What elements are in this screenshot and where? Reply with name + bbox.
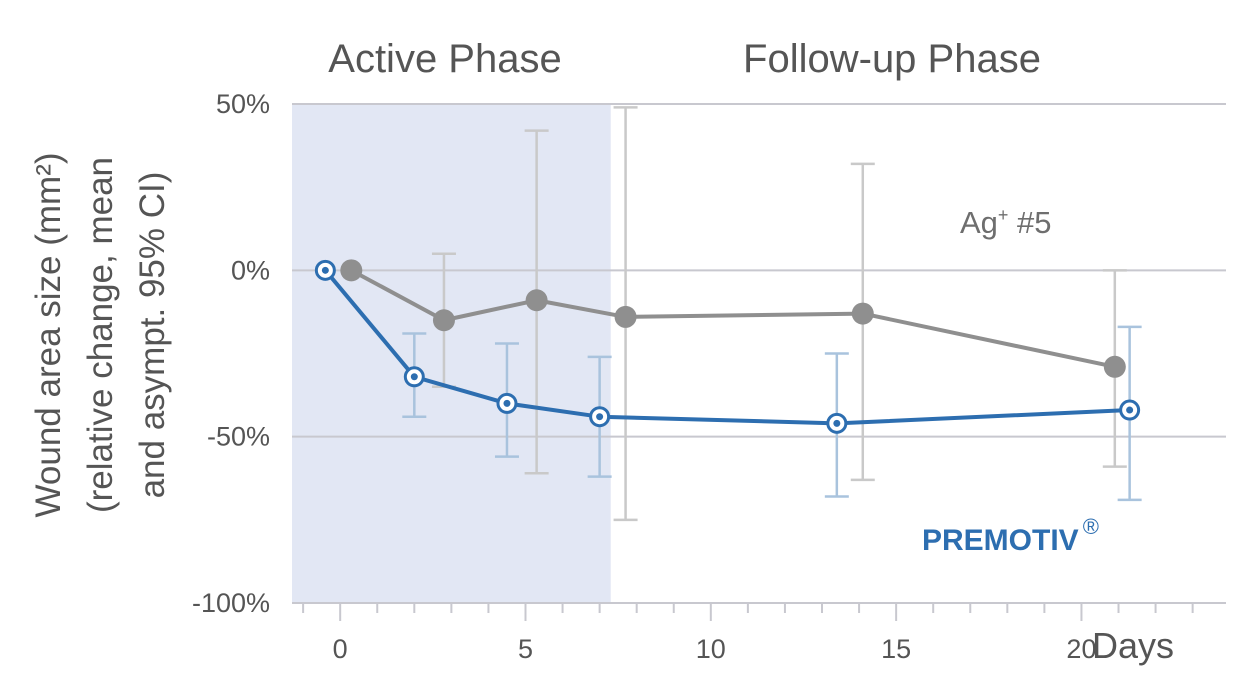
y-tick-label: 0% — [231, 255, 270, 285]
data-point-premotiv — [496, 392, 518, 414]
data-point-premotiv — [826, 412, 848, 434]
data-point-dot — [321, 266, 329, 274]
data-point-premotiv — [403, 366, 425, 388]
y-tick-label: -50% — [207, 422, 270, 452]
axes: 50% 0% -50% -100% 0 5 10 15 20 — [192, 89, 1226, 664]
data-point-ag — [614, 305, 637, 328]
series-markers — [314, 259, 1141, 434]
series-label-ag-suffix: #5 — [1008, 205, 1051, 240]
y-tick-label: -100% — [192, 588, 270, 618]
data-point-ag — [1103, 355, 1126, 378]
data-point-dot — [410, 373, 418, 381]
data-point-ag — [525, 289, 548, 312]
x-axis-title: Days — [1092, 625, 1174, 666]
x-tick-label: 10 — [696, 634, 726, 664]
data-point-ag — [851, 302, 874, 325]
y-tick-label: 50% — [216, 89, 270, 119]
data-point-premotiv — [589, 406, 611, 428]
series-label-ag-superscript: + — [998, 205, 1009, 225]
data-point-ag — [340, 259, 363, 282]
data-point-premotiv — [314, 259, 336, 281]
follow-up-phase-label: Follow-up Phase — [743, 37, 1041, 81]
series-label-premotiv: PREMOTIV ® — [922, 514, 1099, 557]
x-tick-label: 20 — [1066, 634, 1096, 664]
data-point-dot — [1126, 406, 1134, 414]
y-axis-title: Wound area size (mm²) (relative change, … — [29, 152, 172, 517]
y-axis-title-line-1: Wound area size (mm²) — [29, 152, 68, 517]
y-axis-title-line-2: (relative change, mean — [81, 157, 120, 513]
y-axis-title-line-3: and asympt. 95% CI) — [133, 172, 172, 499]
x-tick-label: 0 — [333, 634, 348, 664]
data-point-ag — [432, 309, 455, 332]
data-point-dot — [833, 419, 841, 427]
data-point-dot — [503, 399, 511, 407]
active-phase-label: Active Phase — [328, 37, 561, 81]
series-label-ag: Ag+ #5 — [960, 205, 1052, 240]
x-tick-label: 5 — [518, 634, 533, 664]
series-lines — [323, 268, 1130, 426]
data-point-dot — [596, 413, 604, 421]
x-tick-label: 15 — [881, 634, 911, 664]
series-label-ag-base: Ag — [960, 205, 998, 240]
active-phase-region — [292, 104, 611, 603]
data-point-premotiv — [1119, 399, 1141, 421]
series-label-premotiv-base: PREMOTIV — [922, 524, 1079, 557]
series-line-ag — [350, 268, 1116, 369]
gridlines — [292, 103, 1226, 438]
registered-mark: ® — [1083, 514, 1099, 539]
series-line-premotiv — [323, 269, 1130, 426]
